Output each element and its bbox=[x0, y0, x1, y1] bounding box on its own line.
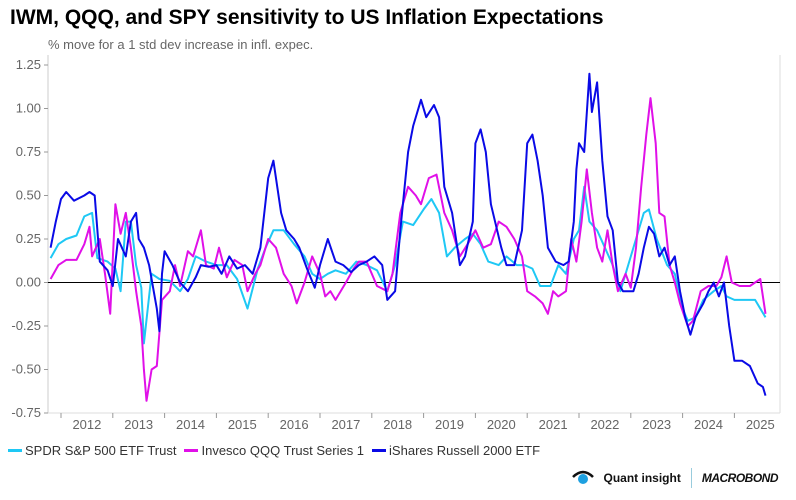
legend-item-iwm: iShares Russell 2000 ETF bbox=[372, 443, 540, 458]
legend-label: iShares Russell 2000 ETF bbox=[389, 443, 541, 458]
y-tick-label: -0.25 bbox=[11, 318, 41, 333]
legend-label: Invesco QQQ Trust Series 1 bbox=[201, 443, 365, 458]
x-tick-label: 2018 bbox=[383, 417, 412, 432]
x-tick-label: 2021 bbox=[539, 417, 568, 432]
y-tick-label: 1.00 bbox=[16, 101, 41, 116]
x-tick-label: 2015 bbox=[228, 417, 257, 432]
chart-title: IWM, QQQ, and SPY sensitivity to US Infl… bbox=[10, 6, 604, 29]
series-line-iwm bbox=[49, 72, 767, 396]
y-tick-label: -0.50 bbox=[11, 362, 41, 377]
series-line-qqq bbox=[49, 97, 767, 402]
axes: 1.25 1.00 0.75 0.50 0.25 0.00 -0.25 -0.50 -0.75 2… bbox=[11, 55, 781, 432]
legend: SPDR S&P 500 ETF Trust Invesco QQQ Trust… bbox=[8, 443, 540, 458]
y-tick-label: 0.25 bbox=[16, 231, 41, 246]
x-tick-label: 2016 bbox=[280, 417, 309, 432]
logo-divider bbox=[690, 468, 692, 488]
legend-item-qqq: Invesco QQQ Trust Series 1 bbox=[184, 443, 364, 458]
x-tick-label: 2020 bbox=[487, 417, 516, 432]
legend-swatch bbox=[8, 449, 22, 452]
quant-insight-logo: Quant insight bbox=[603, 471, 681, 485]
x-tick-label: 2024 bbox=[694, 417, 723, 432]
x-tick-label: 2012 bbox=[72, 417, 101, 432]
legend-swatch bbox=[372, 449, 387, 452]
legend-item-spy: SPDR S&P 500 ETF Trust bbox=[8, 443, 176, 458]
chart-subtitle: % move for a 1 std dev increase in infl.… bbox=[48, 37, 314, 52]
line-chart: 1.25 1.00 0.75 0.50 0.25 0.00 -0.25 -0.50 -0.75 2… bbox=[11, 55, 781, 432]
x-tick-label: 2014 bbox=[176, 417, 205, 432]
y-tick-label: 1.25 bbox=[16, 57, 41, 72]
series-line-spy bbox=[49, 185, 767, 345]
branding: Quant insight MACROBOND bbox=[571, 468, 779, 488]
legend-label: SPDR S&P 500 ETF Trust bbox=[25, 443, 177, 458]
macrobond-logo: MACROBOND bbox=[701, 471, 779, 485]
x-tick-label: 2023 bbox=[642, 417, 671, 432]
series-lines bbox=[49, 72, 767, 402]
x-tick-label: 2019 bbox=[435, 417, 464, 432]
x-tick-label: 2025 bbox=[746, 417, 775, 432]
x-tick-label: 2013 bbox=[124, 417, 153, 432]
legend-swatch bbox=[184, 449, 199, 452]
y-tick-label: 0.75 bbox=[16, 144, 41, 159]
x-tick-label: 2017 bbox=[331, 417, 360, 432]
x-tick-label: 2022 bbox=[590, 417, 619, 432]
quant-insight-logo-icon bbox=[571, 469, 594, 488]
y-tick-label: 0.50 bbox=[16, 188, 41, 203]
y-tick-label: -0.75 bbox=[11, 405, 41, 420]
y-tick-label: 0.00 bbox=[16, 275, 41, 290]
